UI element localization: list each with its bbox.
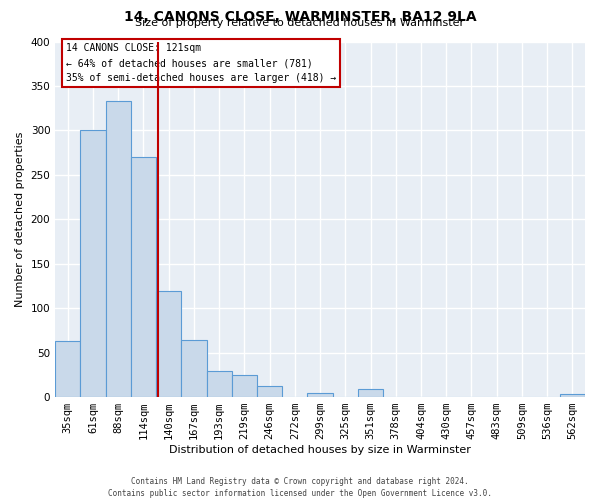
Bar: [106, 101, 131, 397]
Bar: [232, 375, 257, 397]
Bar: [156, 292, 181, 397]
Bar: [206, 372, 232, 397]
Bar: [358, 389, 383, 397]
Text: 14, CANONS CLOSE, WARMINSTER, BA12 9LA: 14, CANONS CLOSE, WARMINSTER, BA12 9LA: [124, 10, 476, 24]
Bar: [80, 130, 106, 397]
Bar: [181, 340, 206, 397]
Bar: [55, 341, 80, 397]
Y-axis label: Number of detached properties: Number of detached properties: [15, 132, 25, 307]
X-axis label: Distribution of detached houses by size in Warminster: Distribution of detached houses by size …: [169, 445, 471, 455]
Text: Contains HM Land Registry data © Crown copyright and database right 2024.
Contai: Contains HM Land Registry data © Crown c…: [108, 476, 492, 498]
Bar: [560, 394, 585, 397]
Bar: [257, 386, 282, 397]
Text: 14 CANONS CLOSE: 121sqm
← 64% of detached houses are smaller (781)
35% of semi-d: 14 CANONS CLOSE: 121sqm ← 64% of detache…: [66, 44, 336, 83]
Text: Size of property relative to detached houses in Warminster: Size of property relative to detached ho…: [136, 18, 464, 28]
Bar: [307, 392, 332, 397]
Bar: [131, 157, 156, 397]
